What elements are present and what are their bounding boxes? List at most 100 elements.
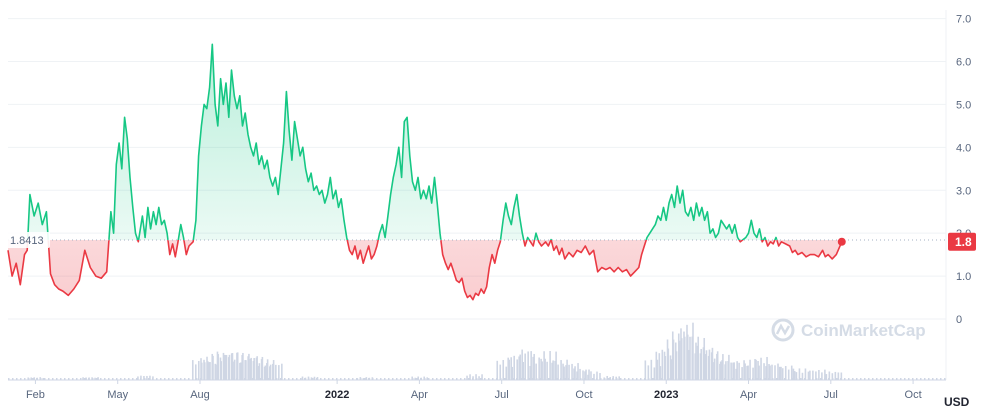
volume-bar (540, 358, 542, 380)
volume-bar (732, 362, 734, 380)
volume-bar (628, 378, 630, 380)
volume-bar (396, 378, 398, 380)
volume-bar (736, 361, 738, 380)
volume-bar (618, 376, 620, 380)
volume-bar (380, 378, 382, 380)
volume-bar (239, 362, 241, 380)
volume-bar (76, 378, 78, 380)
volume-bar (292, 378, 294, 380)
volume-bar (524, 353, 526, 380)
volume-bar (196, 378, 198, 380)
volume-bar (168, 378, 170, 380)
volume-bar (752, 367, 754, 380)
volume-bar (668, 378, 670, 380)
volume-bar (140, 375, 142, 380)
volume-bar (344, 378, 346, 380)
volume-bar (760, 357, 762, 380)
y-tick-label: 3.0 (956, 185, 971, 197)
volume-bar (688, 378, 690, 380)
volume-bar (596, 378, 598, 380)
volume-bar (200, 378, 202, 380)
volume-bar (572, 378, 574, 380)
volume-bar (719, 363, 721, 380)
volume-bar (276, 378, 278, 380)
volume-bar (241, 355, 243, 380)
volume-bar (700, 378, 702, 380)
volume-bar (596, 371, 598, 380)
volume-bar (744, 378, 746, 380)
volume-bar (284, 378, 286, 380)
volume-bar (755, 359, 757, 380)
volume-bar (44, 378, 46, 380)
volume-bar (795, 372, 798, 380)
volume-bar (272, 378, 274, 380)
volume-bar (426, 377, 429, 380)
volume-bar (778, 366, 781, 380)
volume-bar (541, 361, 543, 380)
volume-bar (528, 378, 530, 380)
volume-bar (496, 378, 498, 380)
volume-bar (798, 368, 801, 380)
volume-bar (664, 378, 666, 380)
volume-bar (112, 378, 114, 380)
volume-bar (532, 378, 534, 380)
volume-bar (568, 364, 570, 380)
volume-bar (652, 378, 654, 380)
volume-bar (146, 375, 148, 380)
volume-bar (655, 351, 658, 380)
x-tick-label: Feb (26, 389, 45, 401)
volume-bar (801, 372, 804, 380)
volume-bar (324, 378, 326, 380)
volume-bar (940, 378, 942, 380)
volume-bar (680, 378, 682, 380)
volume-bar (266, 363, 268, 380)
volume-bar (787, 369, 790, 380)
volume-bar (522, 361, 524, 380)
volume-bar (224, 354, 227, 380)
volume-bar (671, 331, 674, 380)
volume-bar (640, 378, 642, 380)
volume-bar (648, 378, 650, 380)
volume-bar (674, 342, 677, 380)
volume-bar (408, 378, 410, 380)
volume-bar (748, 378, 750, 380)
current-price-dot[interactable] (837, 237, 846, 246)
volume-bar (593, 373, 595, 380)
volume-bar (636, 378, 638, 380)
volume-bar (12, 378, 14, 380)
volume-bar (536, 378, 538, 380)
volume-bar (203, 359, 205, 380)
volume-bar (301, 376, 304, 380)
volume-bar (892, 378, 894, 380)
volume-bar (730, 362, 732, 380)
volume-bar (260, 359, 263, 380)
volume-bar (792, 378, 794, 380)
volume-bar (340, 378, 342, 380)
volume-bar (694, 353, 697, 380)
volume-bar (840, 372, 843, 380)
volume-bar (100, 378, 102, 380)
volume-bar (233, 361, 235, 380)
volume-bar (557, 364, 559, 380)
volume-bar (837, 372, 840, 380)
volume-bar (272, 363, 274, 380)
volume-bar (760, 378, 762, 380)
volume-bar (880, 378, 882, 380)
volume-bar (60, 378, 62, 380)
volume-bar (772, 378, 774, 380)
baseline-label: 1.8413 (6, 231, 50, 248)
volume-bar (821, 372, 823, 380)
volume-bar (500, 378, 502, 380)
volume-bar (197, 360, 200, 380)
volume-bar (108, 378, 110, 380)
volume-bar (900, 378, 902, 380)
volume-bar (609, 377, 611, 380)
volume-bar (68, 378, 70, 380)
volume-bar (804, 368, 807, 380)
volume-bar (502, 360, 505, 380)
volume-bar (696, 378, 698, 380)
volume-bar (832, 378, 834, 380)
volume-bar (793, 371, 796, 380)
volume-bar (216, 351, 219, 380)
